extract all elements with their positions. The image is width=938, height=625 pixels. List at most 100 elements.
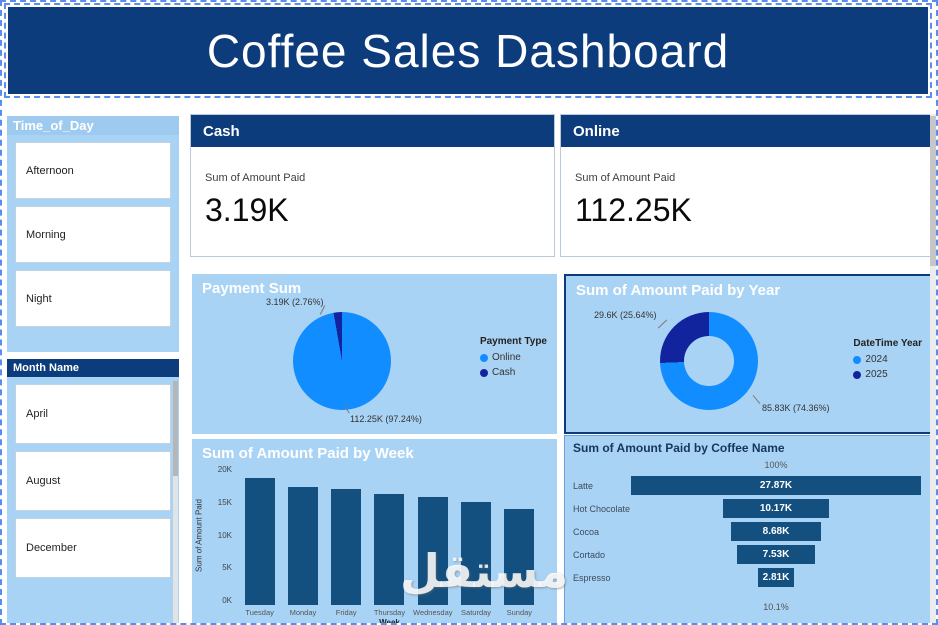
funnel-bar-cocoa[interactable]: 8.68K [730,522,822,541]
x-tick-label: Monday [289,608,317,617]
online-kpi-value: 112.25K [575,192,692,228]
funnel-category-label: Latte [573,480,594,491]
donut-hole [684,336,734,386]
online-kpi-card: Online Sum of Amount Paid 112.25K [560,114,932,257]
week-y-axis-title: Sum of Amount Paid [194,499,204,572]
week-bars [238,470,541,605]
funnel-row: Hot Chocolate 10.17K [573,499,921,518]
week-y-ticks: 20K 15K 10K 5K 0K [206,465,232,605]
online-kpi-label: Sum of Amount Paid [575,172,676,184]
year-2025-callout: 29.6K (25.64%) [594,310,657,320]
month-slicer-scrollbar[interactable] [173,381,178,623]
funnel-row: Espresso 2.81K [573,568,921,587]
funnel-row: Latte 27.87K [573,476,921,495]
payment-sum-title: Payment Sum [202,280,302,297]
time-of-day-slicer-title: Time_of_Day [7,116,179,135]
legend-label: Cash [491,367,516,378]
funnel-top-percent: 100% [764,460,788,470]
online-kpi-title: Online [561,115,931,147]
bar-tuesday[interactable] [244,478,275,605]
week-chart-title: Sum of Amount Paid by Week [202,445,414,462]
dashboard-header: Coffee Sales Dashboard [4,3,932,98]
year-2025-legend-dot [853,370,862,379]
time-of-day-slicer: Time_of_Day Afternoon Morning Night [7,116,179,352]
x-tick-label: Wednesday [413,608,453,617]
funnel-row: Cortado 7.53K [573,545,921,564]
month-slicer-scrollbar-thumb[interactable] [173,381,178,476]
page-scrollbar-thumb[interactable] [930,116,936,266]
legend-label: 2024 [865,354,888,365]
x-tick-label: Sunday [506,608,533,617]
week-bar-card: Sum of Amount Paid by Week Sum of Amount… [192,439,557,625]
y-tick-label: 15K [217,497,232,507]
callout-line [752,394,761,405]
datetime-year-legend: DateTime Year 2024 2025 [853,338,922,384]
y-tick-label: 5K [222,563,232,573]
coffee-funnel-card: Sum of Amount Paid by Coffee Name 100% L… [564,435,932,623]
bar-monday[interactable] [287,486,318,605]
funnel-bar-zone: 8.68K [631,522,921,541]
funnel-category-label: Cocoa [573,526,600,537]
funnel-category-label: Espresso [573,572,611,583]
bar-thursday[interactable] [374,494,405,605]
y-tick-label: 0K [222,596,232,605]
funnel-rows: Latte 27.87K Hot Chocolate 10.17K Cocoa 8.68K… [573,476,921,591]
slicer-item-night[interactable]: Night [15,270,171,327]
year-donut-card: Sum of Amount Paid by Year 29.6K (25.64%… [564,274,932,434]
cash-kpi-value: 3.19K [205,192,289,228]
year-2024-callout: 85.83K (74.36%) [762,403,830,413]
y-tick-label: 20K [217,465,232,474]
x-tick-label: Thursday [373,608,406,617]
cash-slice-callout: 3.19K (2.76%) [266,297,324,307]
funnel-bar-latte[interactable]: 27.87K [631,476,921,495]
funnel-bar-espresso[interactable]: 2.81K [758,568,794,587]
cash-kpi-card: Cash Sum of Amount Paid 3.19K [190,114,555,257]
page-title: Coffee Sales Dashboard [206,24,730,77]
bar-saturday[interactable] [461,501,492,605]
funnel-bar-hot-chocolate[interactable]: 10.17K [723,499,829,518]
slicer-item-august[interactable]: August [15,451,171,511]
legend-label: Online [491,352,521,363]
month-name-slicer-title: Month Name [7,359,179,377]
payment-type-legend: Payment Type Online Cash [479,336,547,382]
coffee-funnel-title: Sum of Amount Paid by Coffee Name [573,441,785,455]
funnel-bottom-percent: 10.1% [763,602,789,612]
month-name-slicer: Month Name April August December [7,359,179,623]
legend-label: 2025 [865,369,888,380]
year-2024-legend-dot [853,355,862,364]
cash-kpi-label: Sum of Amount Paid [205,172,306,184]
cash-kpi-title: Cash [191,115,554,147]
legend-title: DateTime Year [853,338,922,349]
slicer-item-morning[interactable]: Morning [15,206,171,263]
funnel-bar-zone: 27.87K [631,476,921,495]
funnel-bar-zone: 10.17K [631,499,921,518]
funnel-category-label: Cortado [573,549,606,560]
funnel-bar-cortado[interactable]: 7.53K [736,545,816,564]
bar-friday[interactable] [331,488,362,605]
legend-item-2024[interactable]: 2024 [853,354,922,365]
x-tick-label: Friday [335,608,357,617]
slicer-item-april[interactable]: April [15,384,171,444]
bar-wednesday[interactable] [417,497,448,605]
legend-title: Payment Type [479,336,547,347]
payment-sum-card: Payment Sum 3.19K (2.76%) 112.25K (97.24… [192,274,557,434]
online-slice-callout: 112.25K (97.24%) [350,414,422,424]
week-x-axis-title: Week [379,618,400,625]
legend-item-cash[interactable]: Cash [479,367,547,378]
year-donut[interactable] [660,312,758,410]
legend-item-online[interactable]: Online [479,352,547,363]
page-scrollbar[interactable] [930,114,936,623]
x-tick-label: Saturday [461,608,492,617]
funnel-bar-zone: 2.81K [631,568,921,587]
cash-legend-dot [479,368,488,377]
callout-line [657,319,668,329]
slicer-item-afternoon[interactable]: Afternoon [15,142,171,199]
funnel-row: Cocoa 8.68K [573,522,921,541]
year-donut-title: Sum of Amount Paid by Year [576,282,781,299]
legend-item-2025[interactable]: 2025 [853,369,922,380]
slicer-item-december[interactable]: December [15,518,171,578]
payment-sum-pie[interactable] [293,312,391,410]
bar-sunday[interactable] [504,509,535,605]
x-tick-label: Tuesday [245,608,274,617]
